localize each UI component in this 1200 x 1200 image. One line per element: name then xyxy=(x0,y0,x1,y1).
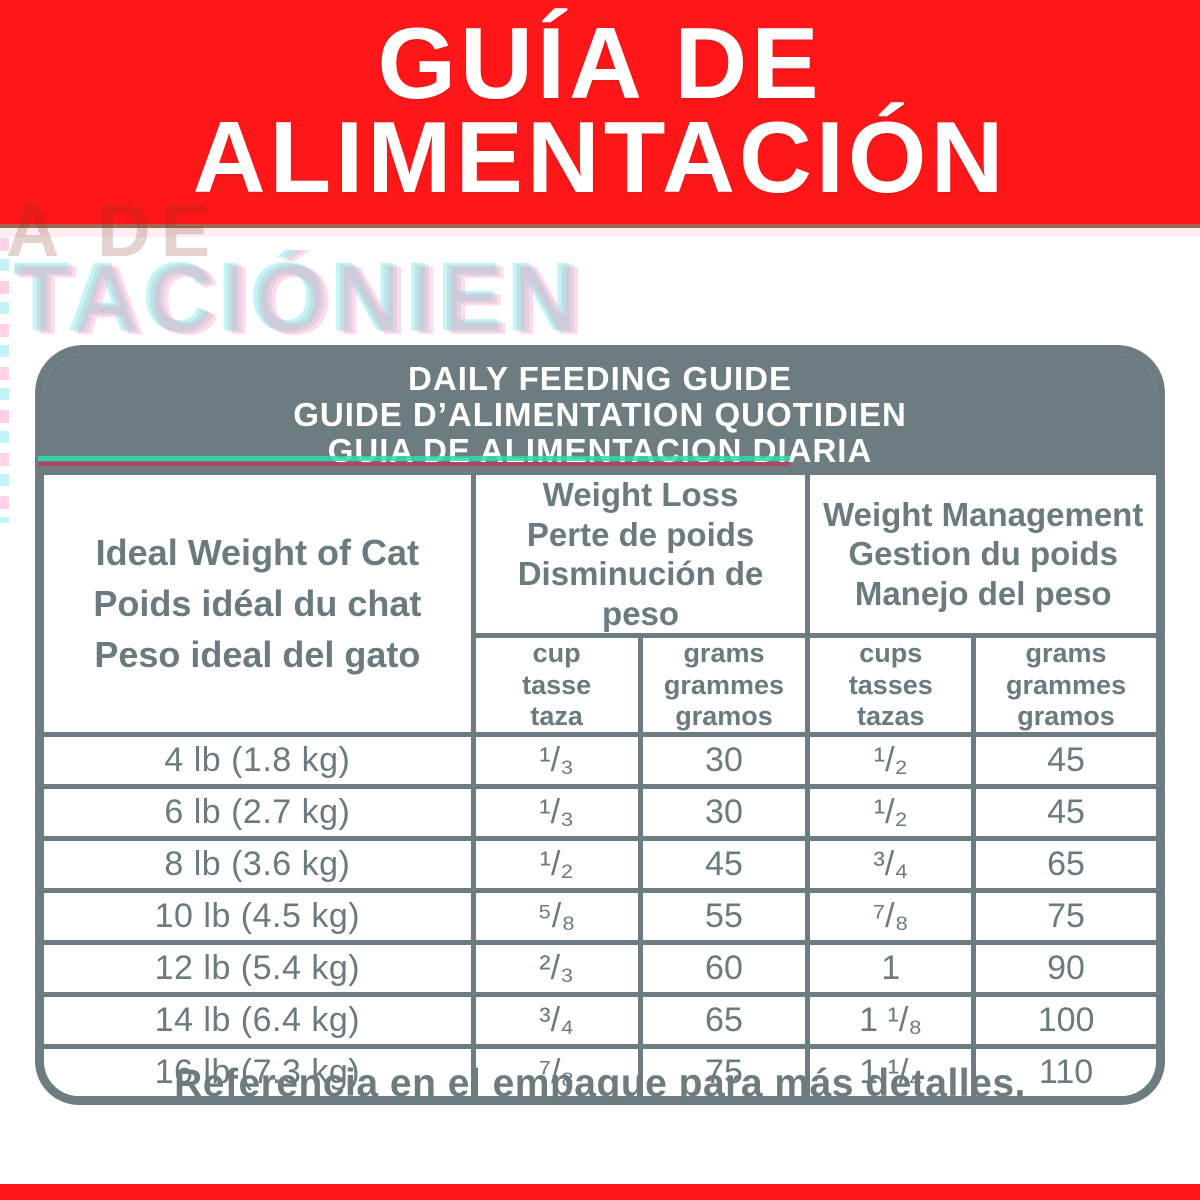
group-header-weight-management: Weight Management Gestion du poids Manej… xyxy=(805,474,1156,639)
cell-mgmt-grams: 65 xyxy=(971,836,1156,894)
cell-loss-cup: ⁵/₈ xyxy=(470,888,643,946)
banner-title-line-2: ALIMENTACIÓN xyxy=(192,102,1008,214)
ideal-weight-line-fr: Poids idéal du chat xyxy=(93,583,422,625)
table-row: 6 lb (2.7 kg) ¹/₃ 30 ¹/₂ 45 xyxy=(44,784,1156,842)
cell-loss-grams: 30 xyxy=(637,784,811,842)
subheader-line: tazas xyxy=(856,700,925,731)
ideal-weight-line-es: Peso ideal del gato xyxy=(94,634,421,676)
cell-mgmt-grams: 45 xyxy=(971,732,1156,790)
subheader-line: grammes xyxy=(1006,669,1127,700)
subheader-cups-mgmt: cups tasses tazas xyxy=(805,633,977,738)
group-header-row: Ideal Weight of Cat Poids idéal du chat … xyxy=(44,474,1156,738)
cell-loss-grams: 65 xyxy=(637,992,811,1050)
subheader-grams-loss: grams grammes gramos xyxy=(637,633,811,738)
bottom-red-strip xyxy=(0,1184,1200,1200)
table-row: 4 lb (1.8 kg) ¹/₃ 30 ¹/₂ 45 xyxy=(44,732,1156,790)
cell-mgmt-cups: ⁷/₈ xyxy=(805,888,977,946)
col-header-ideal-weight: Ideal Weight of Cat Poids idéal du chat … xyxy=(44,474,476,738)
banner-underglow-strip xyxy=(0,228,1200,237)
table-row: 8 lb (3.6 kg) ¹/₂ 45 ³/₄ 65 xyxy=(44,836,1156,894)
header-line-english: DAILY FEEDING GUIDE xyxy=(408,360,792,397)
subheader-grams-mgmt: grams grammes gramos xyxy=(971,633,1156,738)
cell-mgmt-cups: 1 ¹/₄ xyxy=(805,1044,977,1097)
feeding-table: Ideal Weight of Cat Poids idéal du chat … xyxy=(44,474,1156,1097)
cell-weight: 12 lb (5.4 kg) xyxy=(44,940,476,998)
subheader-line: taza xyxy=(530,700,583,731)
subheader-line: cups xyxy=(859,638,923,669)
header-line-french: GUIDE D’ALIMENTATION QUOTIDIEN xyxy=(293,395,907,433)
cell-mgmt-cups: 1 ¹/₈ xyxy=(805,992,977,1050)
cell-mgmt-grams: 75 xyxy=(971,888,1156,946)
weight-mgmt-line-es: Manejo del peso xyxy=(854,574,1112,612)
cell-weight: 8 lb (3.6 kg) xyxy=(44,836,476,894)
edge-glitch-dashes xyxy=(0,238,9,523)
table-row: 12 lb (5.4 kg) ²/₃ 60 1 90 xyxy=(44,940,1156,998)
subheader-line: gramos xyxy=(1017,700,1115,731)
cell-weight: 14 lb (6.4 kg) xyxy=(44,992,476,1050)
cell-weight: 6 lb (2.7 kg) xyxy=(44,784,476,842)
glitch-line-crimson xyxy=(38,462,790,466)
cell-loss-cup: ¹/₂ xyxy=(470,836,643,894)
subheader-line: grammes xyxy=(663,669,784,700)
table-row: 10 lb (4.5 kg) ⁵/₈ 55 ⁷/₈ 75 xyxy=(44,888,1156,946)
guide-panel: DAILY FEEDING GUIDE GUIDE D’ALIMENTATION… xyxy=(35,345,1165,1106)
subheader-line: tasse xyxy=(522,669,592,700)
subheader-line: grams xyxy=(1025,638,1107,669)
cell-mgmt-grams: 110 xyxy=(971,1044,1156,1097)
cell-loss-cup: ⁷/₈ xyxy=(470,1044,643,1097)
cell-mgmt-grams: 100 xyxy=(971,992,1156,1050)
subheader-line: cup xyxy=(532,638,581,669)
banner-title: GUÍA DE ALIMENTACIÓN xyxy=(192,8,1008,214)
top-banner: GUÍA DE ALIMENTACIÓN xyxy=(0,0,1200,228)
cell-mgmt-grams: 90 xyxy=(971,940,1156,998)
subheader-line: grams xyxy=(683,638,765,669)
cell-loss-grams: 60 xyxy=(637,940,811,998)
ideal-weight-line-en: Ideal Weight of Cat xyxy=(95,531,420,573)
weight-loss-line-fr: Perte de poids xyxy=(526,515,755,553)
cell-mgmt-cups: ¹/₂ xyxy=(805,784,977,842)
glitch-ghost-text: TACIÓNIEN xyxy=(14,250,586,350)
cell-weight: 10 lb (4.5 kg) xyxy=(44,888,476,946)
cell-loss-grams: 30 xyxy=(637,732,811,790)
cell-weight: 16 lb (7.3 kg) xyxy=(44,1044,476,1097)
glitch-line-teal xyxy=(38,456,790,461)
weight-loss-line-es: Disminución de peso xyxy=(517,555,764,632)
cell-mgmt-cups: 1 xyxy=(805,940,977,998)
cell-loss-grams: 55 xyxy=(637,888,811,946)
table-row: 14 lb (6.4 kg) ³/₄ 65 1 ¹/₈ 100 xyxy=(44,992,1156,1050)
cell-loss-cup: ³/₄ xyxy=(470,992,643,1050)
weight-mgmt-line-en: Weight Management xyxy=(823,495,1144,533)
weight-mgmt-line-fr: Gestion du poids xyxy=(848,535,1118,573)
cell-mgmt-grams: 45 xyxy=(971,784,1156,842)
cell-mgmt-cups: ¹/₂ xyxy=(805,732,977,790)
footer-note: Referencia en el empaque para más detall… xyxy=(174,1062,1026,1105)
group-header-weight-loss: Weight Loss Perte de poids Disminución d… xyxy=(470,474,811,639)
weight-loss-line-en: Weight Loss xyxy=(542,475,739,513)
table-row: 16 lb (7.3 kg) ⁷/₈ 75 1 ¹/₄ 110 xyxy=(44,1044,1156,1097)
banner-title-line-1: GUÍA DE xyxy=(377,8,823,121)
cell-weight: 4 lb (1.8 kg) xyxy=(44,732,476,790)
banner-ghost-text: A DE xyxy=(6,189,221,272)
subheader-row: cup tasse taza grams grammes gramos cups… xyxy=(44,633,1156,738)
subheader-line: tasses xyxy=(848,669,933,700)
subheader-line: gramos xyxy=(675,700,773,731)
cell-loss-cup: ²/₃ xyxy=(470,940,643,998)
cell-loss-grams: 75 xyxy=(637,1044,811,1097)
cell-loss-cup: ¹/₃ xyxy=(470,732,643,790)
subheader-cup-loss: cup tasse taza xyxy=(473,633,643,738)
cell-mgmt-cups: ³/₄ xyxy=(805,836,977,894)
cell-loss-grams: 45 xyxy=(637,836,811,894)
cell-loss-cup: ¹/₃ xyxy=(470,784,643,842)
